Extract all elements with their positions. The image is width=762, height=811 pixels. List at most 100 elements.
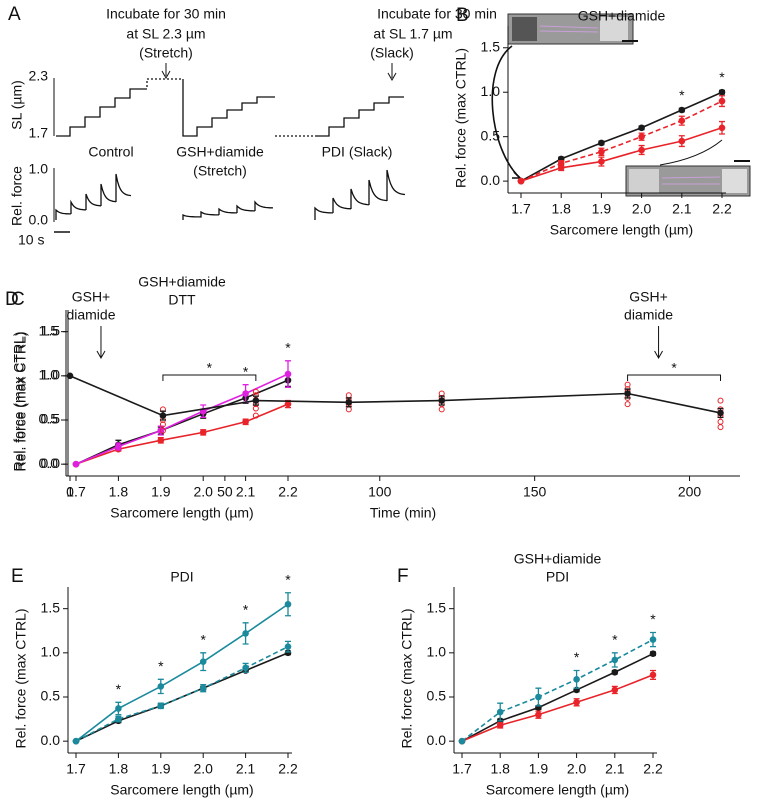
- note: at SL 2.3 µm: [126, 26, 205, 42]
- x-tick-label: 1.9: [151, 761, 171, 777]
- data-point: [66, 372, 74, 380]
- data-point: [649, 650, 657, 658]
- individual-point: [717, 418, 724, 425]
- series-line: [520, 91, 723, 182]
- y-tick-label: 1.5: [41, 322, 61, 338]
- data-point: [115, 705, 122, 712]
- panel-letter: A: [8, 4, 21, 25]
- data-point: [535, 711, 542, 718]
- arrow: [654, 326, 663, 360]
- trace: [182, 200, 274, 220]
- data-point: [718, 88, 726, 96]
- y-tick-label: 0.5: [41, 688, 61, 704]
- series-line: [75, 645, 289, 742]
- x-tick-label: 2.2: [643, 761, 663, 777]
- panel-letter: F: [397, 566, 409, 587]
- data-point: [72, 737, 80, 745]
- panel-letter: C: [11, 289, 25, 310]
- significance: *: [719, 69, 725, 85]
- data-point: [638, 124, 645, 132]
- significance: *: [243, 363, 249, 379]
- arrow-label: GSH+: [629, 289, 668, 305]
- data-point: [284, 643, 292, 650]
- individual-point: [159, 421, 166, 428]
- significance: *: [158, 658, 164, 674]
- series-line: [75, 403, 289, 465]
- x-tick-label: 150: [523, 484, 547, 500]
- force-tick: 1.0: [29, 161, 49, 177]
- note: (Stretch): [139, 45, 193, 61]
- data-point: [242, 418, 249, 426]
- x-tick-label: 1.8: [551, 201, 571, 217]
- y-tick-label: 1.5: [427, 599, 447, 615]
- data-point: [517, 177, 525, 185]
- arrows-a: [161, 63, 397, 82]
- data-point: [199, 429, 207, 436]
- data-point: [598, 158, 605, 165]
- data-point: [159, 412, 167, 419]
- chart-title: GSH+diamide: [514, 551, 602, 567]
- individual-point: [438, 406, 445, 413]
- condition: Control: [88, 144, 133, 160]
- significance: *: [207, 360, 213, 376]
- data-point: [718, 124, 726, 132]
- x-tick-label: 2.1: [605, 761, 625, 777]
- data-point: [496, 708, 504, 716]
- condition: GSH+diamide: [176, 144, 264, 160]
- data-point: [242, 664, 249, 672]
- sl-tick: 1.7: [29, 125, 49, 141]
- chart-title: GSH+diamide: [578, 8, 666, 24]
- series-line: [75, 379, 289, 465]
- x-tick-label: 100: [368, 484, 392, 500]
- chart-title: GSH+diamide: [138, 274, 226, 290]
- data-point: [284, 600, 292, 608]
- data-point: [496, 721, 504, 729]
- individual-point: [717, 397, 724, 404]
- data-point: [678, 137, 686, 145]
- x-tick-label: 1.7: [511, 201, 531, 217]
- y-axis-label: Rel. force (max CTRL): [11, 331, 27, 471]
- scale-label: 10 s: [18, 232, 44, 248]
- data-point: [611, 686, 619, 694]
- data-point: [638, 133, 645, 140]
- data-point: [649, 671, 657, 679]
- data-point: [284, 649, 292, 657]
- x-tick-label: 200: [678, 484, 702, 500]
- panel-letter: E: [11, 566, 24, 587]
- x-axis-label: Sarcomere length (µm): [486, 782, 629, 798]
- sl-tick: 2.3: [29, 68, 49, 84]
- y-tick-label: 0.0: [427, 732, 447, 748]
- arrow: [96, 326, 106, 360]
- x-tick-label: 1.7: [66, 761, 86, 777]
- y-axis-label: Rel. force (max CTRL): [453, 48, 469, 188]
- x-tick-label: 50: [217, 484, 233, 500]
- series-line: [461, 674, 654, 742]
- data-point: [678, 106, 686, 114]
- individual-point: [345, 392, 352, 399]
- data-point: [458, 737, 466, 745]
- y-axis-label: Rel. force (max CTRL): [399, 608, 415, 748]
- bracket: [162, 374, 257, 381]
- panel-letter: D: [5, 289, 19, 310]
- individual-point: [624, 381, 631, 388]
- x-tick-label: 2.1: [236, 484, 256, 500]
- x-axis-label: Sarcomere length (µm): [110, 782, 253, 798]
- sl-trace: [53, 78, 404, 137]
- y-tick-label: 0.0: [41, 732, 61, 748]
- x-tick-label: 2.1: [672, 201, 692, 217]
- y-tick-label: 0.5: [481, 127, 501, 143]
- data-point: [598, 139, 605, 147]
- y-axis-label: Rel. force (max CTRL): [13, 331, 29, 471]
- individual-point: [252, 405, 259, 412]
- x-tick-label: 1.8: [490, 761, 510, 777]
- y-tick-label: 0.5: [427, 688, 447, 704]
- data-point: [678, 117, 686, 124]
- x-tick-label: 1.9: [151, 484, 171, 500]
- significance: *: [243, 602, 249, 618]
- y-tick-label: 0.5: [41, 411, 61, 427]
- y-tick-label: 1.5: [41, 599, 61, 615]
- significance: *: [200, 632, 206, 648]
- x-tick-label: 2.2: [278, 484, 298, 500]
- series-line: [461, 638, 654, 742]
